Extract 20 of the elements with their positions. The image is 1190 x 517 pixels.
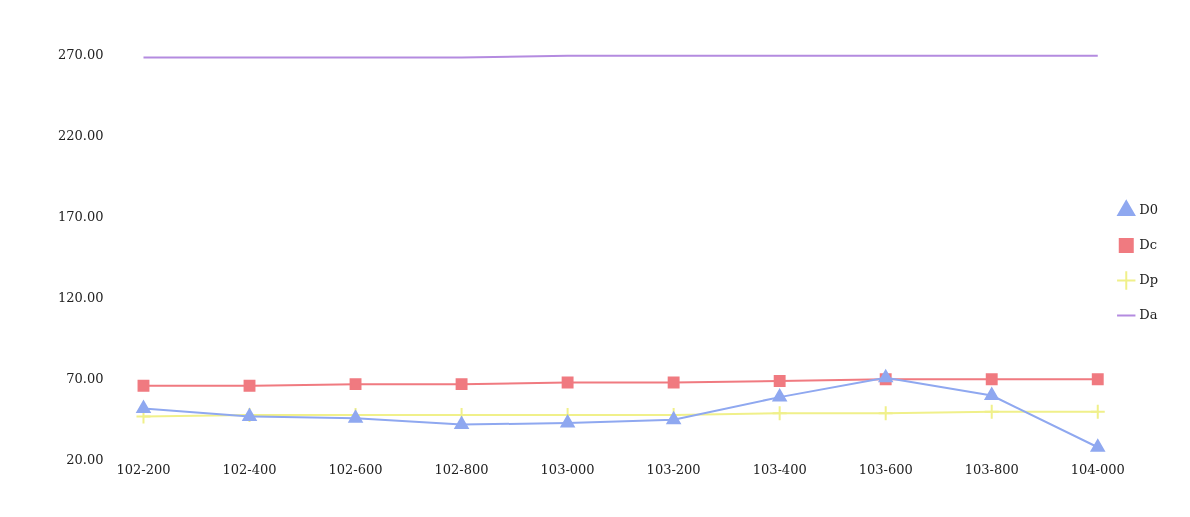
legend-label: D0 <box>1139 201 1158 217</box>
y-tick-label: 120.00 <box>57 289 104 305</box>
x-tick-label: 103-800 <box>964 462 1019 478</box>
x-tick-label: 102-600 <box>328 462 383 478</box>
x-tick-label: 104-000 <box>1070 462 1125 478</box>
x-tick-label: 103-600 <box>858 462 913 478</box>
y-tick-label: 20.00 <box>66 451 104 467</box>
y-tick-label: 220.00 <box>57 128 104 144</box>
legend-label: Da <box>1139 306 1158 322</box>
legend-label: Dp <box>1139 271 1159 287</box>
x-tick-label: 103-000 <box>540 462 595 478</box>
y-tick-label: 70.00 <box>66 370 104 386</box>
x-tick-label: 103-200 <box>646 462 701 478</box>
x-tick-label: 102-400 <box>222 462 277 478</box>
x-tick-label: 103-400 <box>752 462 807 478</box>
y-tick-label: 170.00 <box>57 208 104 224</box>
x-tick-label: 102-800 <box>434 462 489 478</box>
x-tick-label: 102-200 <box>116 462 171 478</box>
legend-label: Dc <box>1139 236 1157 252</box>
y-tick-label: 270.00 <box>57 47 104 63</box>
